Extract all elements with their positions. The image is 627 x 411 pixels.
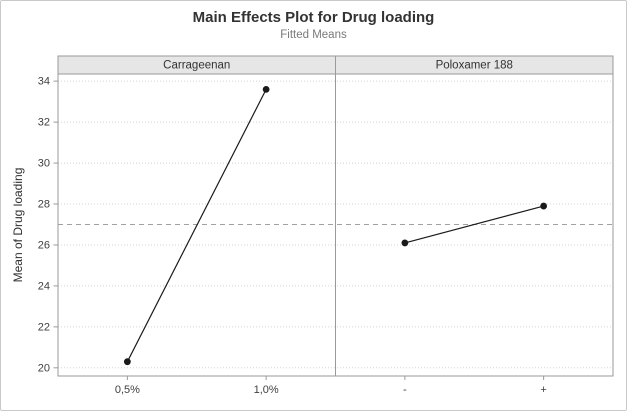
y-tick-label: 26 (38, 239, 50, 251)
series-line (404, 205, 544, 244)
x-tick-label: + (540, 384, 546, 396)
x-tick-label: 1,0% (254, 384, 279, 396)
plot-border (57, 55, 614, 377)
y-tick-label: 22 (38, 321, 50, 333)
chart-subtitle: Fitted Means (280, 29, 347, 41)
data-point (262, 85, 270, 93)
data-point (540, 202, 548, 210)
y-tick-label: 24 (38, 280, 50, 292)
y-tick-label: 32 (38, 117, 50, 129)
y-tick-label: 20 (38, 362, 50, 374)
panel-header-label: Carrageenan (163, 60, 230, 72)
series-line (126, 89, 267, 362)
y-tick-label: 34 (38, 76, 50, 88)
x-tick-label: - (403, 384, 407, 396)
y-tick-label: 30 (38, 158, 50, 170)
data-point (401, 239, 409, 247)
panel-header-label: Poloxamer 188 (436, 60, 513, 72)
data-point (123, 358, 131, 366)
y-tick-label: 28 (38, 199, 50, 211)
chart-title: Main Effects Plot for Drug loading (192, 9, 435, 26)
x-tick-label: 0,5% (115, 384, 140, 396)
